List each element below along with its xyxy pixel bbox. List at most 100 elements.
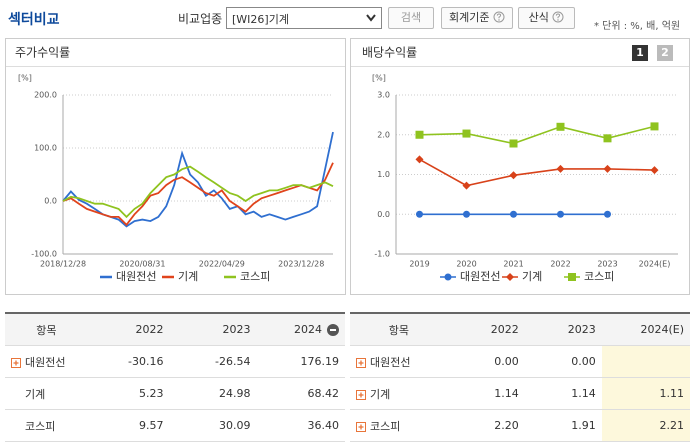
point <box>556 164 565 173</box>
page-label[interactable]: 1 <box>636 46 644 59</box>
row-name-cell: 코스피 <box>350 409 448 442</box>
cell-value: 0.00 <box>494 355 519 368</box>
value-cell: 2.21 <box>601 409 690 442</box>
value-cell: 1.14 <box>524 377 602 410</box>
value-cell <box>601 345 690 378</box>
cell-value: 24.98 <box>219 387 251 400</box>
cell-value: 1.91 <box>571 419 596 432</box>
header-text: 2024 <box>294 323 322 336</box>
header-text: 항목 <box>36 323 57 337</box>
header-text: 2024(E) <box>640 323 684 336</box>
value-cell: 36.40 <box>256 409 345 442</box>
page-label[interactable]: 2 <box>661 46 669 59</box>
x-tick-label: 2023 <box>597 260 617 269</box>
expand-icon[interactable] <box>356 357 366 368</box>
x-tick-label: 2020/08/31 <box>119 260 165 269</box>
formula-button[interactable]: 산식 <box>518 7 575 29</box>
header-cell: 2024(E) <box>601 312 690 346</box>
x-tick-label: 2020 <box>456 260 476 269</box>
axis-unit: [%] <box>372 74 386 83</box>
row-name: 기계 <box>370 387 391 401</box>
row-name: 대원전선 <box>25 355 66 369</box>
cell-value: -30.16 <box>128 355 164 368</box>
charts: 주가수익률 배당수익률 1 2 [%]200.0100.00.0-100.020… <box>5 38 690 295</box>
point <box>650 122 659 131</box>
panel-title: 주가수익률 <box>15 46 70 60</box>
value-cell: 30.09 <box>169 409 257 442</box>
series-line <box>62 162 334 227</box>
y-tick-label: -1.0 <box>374 250 390 259</box>
cell-value: 1.14 <box>494 387 519 400</box>
y-tick-label: 0.0 <box>377 210 390 219</box>
row-name-cell: 기계 <box>350 377 448 410</box>
legend-label: 기계 <box>522 270 542 283</box>
point <box>509 139 518 148</box>
point <box>462 181 471 190</box>
point <box>603 134 612 143</box>
legend-label: 기계 <box>178 270 198 283</box>
value-cell: 5.23 <box>87 377 170 410</box>
point <box>509 171 518 180</box>
cell-value: 9.57 <box>138 419 164 432</box>
header-text: 2023 <box>567 323 596 336</box>
legend-label: 코스피 <box>240 270 270 283</box>
x-tick-label: 2022 <box>550 260 570 269</box>
value-cell: 1.91 <box>524 409 602 442</box>
y-tick-label: 0.0 <box>44 197 57 206</box>
header-cell: 항목 <box>350 312 448 346</box>
cell-value: 2.20 <box>494 419 519 432</box>
collapse-icon[interactable] <box>327 324 339 336</box>
dropdown-arrow <box>366 14 376 22</box>
row-name: 대원전선 <box>370 355 411 369</box>
sector-select[interactable]: [WI26]기계 <box>226 7 382 29</box>
page-button[interactable] <box>657 45 673 61</box>
accounting-button[interactable]: 회계기준 <box>441 7 513 29</box>
y-tick-label: 100.0 <box>34 144 57 153</box>
x-tick-label: 2021 <box>503 260 523 269</box>
formula-label: 산식 <box>528 11 549 24</box>
header-cell: 2022 <box>87 312 170 346</box>
cell-value: 36.40 <box>307 419 340 432</box>
value-cell: 1.14 <box>447 377 525 410</box>
x-tick-label: 2024(E) <box>639 260 671 269</box>
point <box>556 122 565 131</box>
header-cell: 2023 <box>524 312 602 346</box>
row-name-cell: 대원전선 <box>5 345 88 378</box>
unit-note: * 단위 : %, 배, 억원 <box>594 21 681 32</box>
cell-value: 0.00 <box>571 355 596 368</box>
value-cell: 68.42 <box>256 377 345 410</box>
point <box>463 210 470 218</box>
header-row: 항목 2022 2023 2024 <box>5 312 345 346</box>
value-cell: -26.54 <box>169 345 257 378</box>
value-cell: 176.19 <box>256 345 345 378</box>
value-cell: 1.11 <box>601 377 690 410</box>
expand-icon[interactable] <box>356 421 366 432</box>
row-name-cell: 코스피 <box>5 409 88 442</box>
cell-value: 176.19 <box>300 355 340 368</box>
y-tick-label: -100.0 <box>31 250 57 259</box>
row-name: 기계 <box>25 387 46 401</box>
panel <box>5 38 346 295</box>
header-cell: 항목 <box>5 312 88 346</box>
expand-icon[interactable] <box>356 389 366 400</box>
accounting-label: 회계기준 <box>449 11 490 24</box>
data-row: 대원전선 -30.16 -26.54 176.19 <box>5 345 345 378</box>
point <box>604 210 611 218</box>
y-tick-label: 3.0 <box>377 91 390 100</box>
legend-label: 코스피 <box>584 270 614 283</box>
page-button[interactable] <box>632 45 648 61</box>
header-row: 항목 2022 2023 2024(E) <box>350 312 690 346</box>
help-icon <box>493 11 505 23</box>
expand-icon[interactable] <box>11 357 21 368</box>
legend-marker <box>506 273 514 281</box>
panel-title: 배당수익률 <box>362 46 417 60</box>
header-text: 2023 <box>222 323 251 336</box>
point <box>415 130 424 139</box>
select-value: [WI26]기계 <box>232 13 289 26</box>
point <box>603 164 612 173</box>
header-cell: 2023 <box>169 312 257 346</box>
collapse-bar <box>330 329 336 331</box>
search-button[interactable]: 검색 <box>388 7 434 29</box>
axis-unit: [%] <box>18 74 32 83</box>
